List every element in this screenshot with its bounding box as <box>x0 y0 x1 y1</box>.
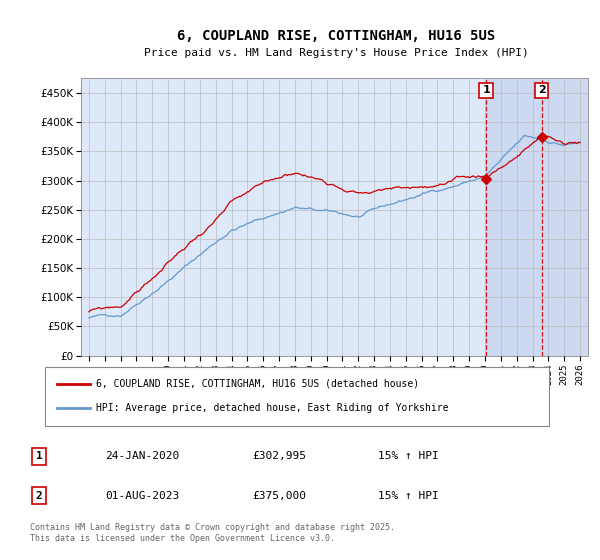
Bar <box>542 78 588 356</box>
Text: 24-JAN-2020: 24-JAN-2020 <box>105 451 179 461</box>
Text: HPI: Average price, detached house, East Riding of Yorkshire: HPI: Average price, detached house, East… <box>96 403 449 413</box>
Text: 1: 1 <box>35 451 43 461</box>
Text: 15% ↑ HPI: 15% ↑ HPI <box>378 451 439 461</box>
Text: 15% ↑ HPI: 15% ↑ HPI <box>378 491 439 501</box>
Text: Price paid vs. HM Land Registry's House Price Index (HPI): Price paid vs. HM Land Registry's House … <box>143 48 529 58</box>
Text: 2: 2 <box>35 491 43 501</box>
Text: £302,995: £302,995 <box>252 451 306 461</box>
Bar <box>486 78 542 356</box>
Text: £375,000: £375,000 <box>252 491 306 501</box>
Text: 6, COUPLAND RISE, COTTINGHAM, HU16 5US: 6, COUPLAND RISE, COTTINGHAM, HU16 5US <box>177 29 495 44</box>
Text: 1: 1 <box>482 85 490 95</box>
Text: 01-AUG-2023: 01-AUG-2023 <box>105 491 179 501</box>
Text: Contains HM Land Registry data © Crown copyright and database right 2025.
This d: Contains HM Land Registry data © Crown c… <box>30 524 395 543</box>
Text: 6, COUPLAND RISE, COTTINGHAM, HU16 5US (detached house): 6, COUPLAND RISE, COTTINGHAM, HU16 5US (… <box>96 379 419 389</box>
Text: 2: 2 <box>538 85 545 95</box>
